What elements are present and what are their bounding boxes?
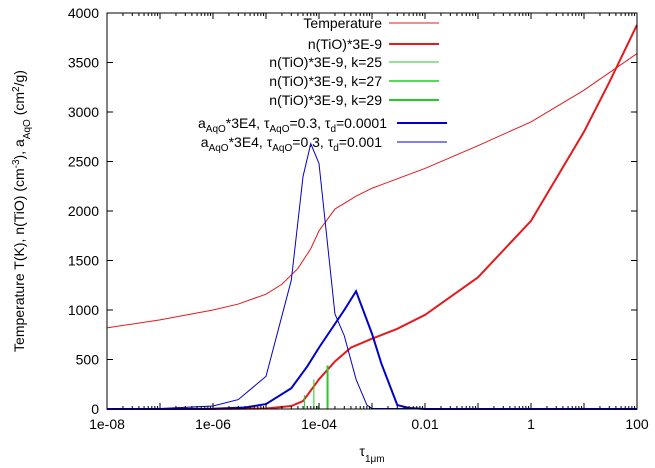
legend-label: n(TiO)*3E-9, k=27 (269, 73, 382, 89)
legend-label: aAqO*3E4, τAqO=0.3, τd=0.0001 (198, 115, 387, 135)
x-axis-title-sub: 1μm (365, 454, 385, 465)
legend-label-part: n(TiO)*3E-9, k=27 (269, 73, 382, 89)
x-tick-label: 100 (625, 416, 649, 432)
y-tick-label: 3000 (68, 104, 99, 120)
y-tick-label: 3500 (68, 55, 99, 71)
legend-label-part: =0.0001 (336, 115, 387, 131)
legend-label-part: τ (267, 134, 273, 150)
y-tick-label: 2500 (68, 154, 99, 170)
y-tick-label: 1000 (68, 302, 99, 318)
line-series-7 (106, 142, 638, 410)
line-series-2 (107, 24, 638, 410)
y-axis-title-sub1: AqO (22, 119, 33, 139)
legend-label: Temperature (303, 15, 382, 31)
line-series-1 (106, 53, 638, 329)
legend-label-part: =0.001 (339, 134, 382, 150)
y-axis-title-part2: ), a (11, 139, 27, 159)
legend-label-part: AqO (272, 143, 292, 154)
legend-label-part: d (333, 143, 339, 154)
legend-label-part: τ (325, 115, 331, 131)
legend-label-part: AqO (206, 124, 226, 135)
x-tick-label: 1e-06 (195, 416, 231, 432)
legend-label-part: τ (328, 134, 334, 150)
legend-label-part: a (201, 134, 209, 150)
x-axis-title: τ1μm (359, 443, 384, 465)
x-axis-title-base: τ (359, 443, 365, 459)
legend: Temperature n(TiO)*3E-9 n(TiO)*3E-9, k=25 n… (198, 15, 447, 154)
legend-label-part: Temperature (303, 15, 382, 31)
legend-label-part: =0.3, (289, 115, 324, 131)
y-axis-title-part1: Temperature T(K), n(TiO) (cm (11, 168, 27, 352)
y-tick-label: 500 (76, 352, 100, 368)
legend-label-part: a (198, 115, 206, 131)
legend-label-part: n(TiO)*3E-9, k=29 (269, 92, 382, 108)
y-axis-title-sup1: -3 (11, 159, 22, 168)
x-tick-label: 0.01 (411, 416, 438, 432)
x-tick-label: 1e-04 (301, 416, 337, 432)
y-axis-title-part3: (cm (11, 92, 27, 119)
y-axis-title-sup2: 2 (11, 86, 22, 92)
y-axis-title: Temperature T(K), n(TiO) (cm-3), aAqO (c… (11, 70, 33, 352)
axis-ticks: 0 500 1000 1500 2000 2500 3000 3500 4000 1e-08 1e-… (68, 5, 649, 432)
legend-label-part: n(TiO)*3E-9, k=25 (269, 54, 382, 70)
legend-label: n(TiO)*3E-9 (308, 36, 382, 52)
legend-label: n(TiO)*3E-9, k=25 (269, 54, 382, 70)
legend-label-part: AqO (269, 124, 289, 135)
legend-label: aAqO*3E4, τAqO=0.3, τd=0.001 (201, 134, 382, 154)
legend-label-part: *3E4, (229, 134, 267, 150)
legend-label-part: τ (264, 115, 270, 131)
y-tick-label: 1500 (68, 253, 99, 269)
legend-label-part: d (330, 124, 336, 135)
legend-label-part: n(TiO)*3E-9 (308, 36, 382, 52)
y-axis-title-part4: /g) (11, 70, 27, 86)
x-tick-label: 1e-08 (89, 416, 125, 432)
legend-label-part: *3E4, (226, 115, 264, 131)
y-tick-label: 2000 (68, 203, 99, 219)
y-tick-label: 0 (91, 401, 99, 417)
x-tick-label: 1 (527, 416, 535, 432)
line-series-6 (107, 288, 637, 410)
legend-label-part: =0.3, (292, 134, 327, 150)
y-tick-label: 4000 (68, 5, 99, 21)
legend-label-part: AqO (209, 143, 229, 154)
legend-label: n(TiO)*3E-9, k=29 (269, 92, 382, 108)
